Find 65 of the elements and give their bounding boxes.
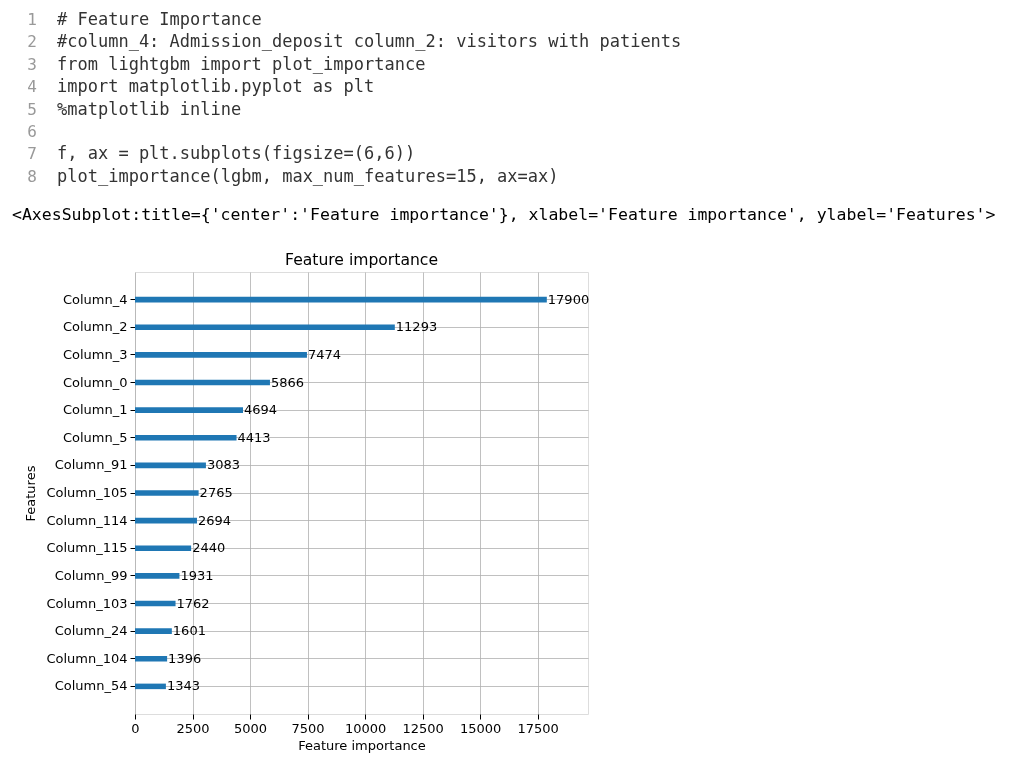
data-label: 17900 [547,291,590,307]
y-tick-label: Column_105 [46,485,128,500]
chart-title: Feature importance [285,250,438,269]
y-tick-label: Column_0 [62,374,128,390]
bar [135,573,180,579]
text: 8 plot_importance(lgbm, max_num_features=15, ax=ax) [27,165,559,186]
text: 4 import matplotlib.pyplot as plt [27,76,375,97]
bar [135,462,206,469]
bar [135,296,547,303]
y-tick-label: Column_91 [54,457,128,473]
x-tick-label: 0 [131,720,140,736]
data-label: 1762 [176,595,210,611]
bar [135,379,270,386]
y-tick-label: Column_104 [46,650,128,666]
data-label: 1343 [166,678,200,694]
bar [135,600,176,607]
x-tick-label: 17500 [517,720,559,736]
x-axis-title: Feature importance [298,737,426,753]
y-tick-label: Column_5 [62,429,128,445]
text: 3 from lightgbm import plot_importance [27,53,426,74]
bar [135,407,243,413]
bar [135,324,395,331]
y-tick-label: Column_99 [54,567,128,583]
data-label: 1931 [180,567,214,583]
x-tick-label: 12500 [402,720,444,736]
data-label: 2440 [192,540,226,556]
y-tick-label: Column_114 [46,512,128,528]
data-label: 2694 [197,512,232,528]
bar [135,655,168,662]
y-axis-title: Features [23,465,39,522]
y-tick-label: Column_103 [46,595,128,611]
data-label: 1396 [168,650,202,666]
text: 2 #column_4: Admission_deposit column_2: visitors with patients [27,31,682,52]
data-label: 7474 [307,346,342,362]
bar [135,434,237,441]
bar [135,683,166,690]
text: 1 # Feature Importance [27,9,262,29]
data-label: 2765 [199,485,233,500]
text: 5 %matplotlib inline [27,98,242,119]
text: 7 f, ax = plt.subplots(figsize=(6,6)) [27,143,416,164]
bar [135,628,172,634]
data-label: 5866 [270,374,305,390]
x-tick-label: 2500 [176,720,210,736]
x-tick-label: 7500 [291,720,325,736]
x-tick-label: 5000 [233,720,268,736]
bar [135,490,199,496]
y-tick-label: Column_2 [62,319,128,335]
data-label: 4694 [243,402,278,418]
data-label: 11293 [395,319,438,335]
text: 6 [27,122,37,141]
text: <AxesSubplot:title={'center':'Feature importance'}, xlabel='Feature importance', ylabel='Features'> [12,205,996,224]
y-tick-label: Column_54 [54,678,128,694]
y-tick-label: Column_4 [62,291,128,307]
y-tick-label: Column_115 [46,540,128,556]
bar [135,517,197,524]
bar [135,545,192,552]
y-tick-label: Column_24 [54,623,128,639]
data-label: 1601 [172,623,206,639]
y-tick-label: Column_1 [62,402,128,418]
x-tick-label: 15000 [459,720,502,736]
data-label: 4413 [237,429,271,445]
bar [135,352,307,358]
y-tick-label: Column_3 [62,346,128,362]
x-tick-label: 10000 [344,720,387,736]
data-label: 3083 [206,457,241,473]
